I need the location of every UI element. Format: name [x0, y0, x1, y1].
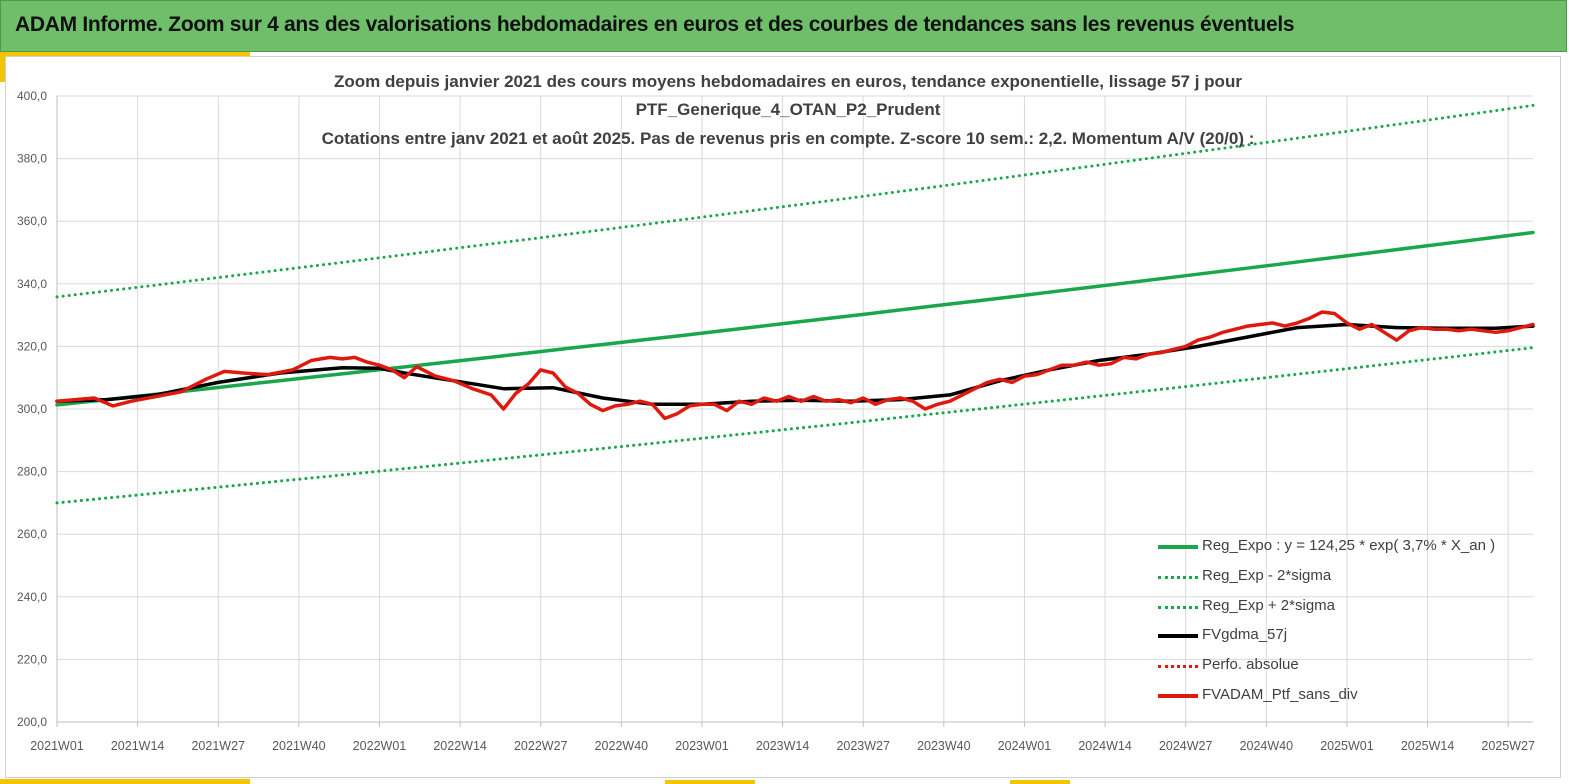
chart-title-line-2: PTF_Generique_4_OTAN_P2_Prudent: [635, 100, 941, 119]
y-tick-label: 400,0: [17, 89, 47, 103]
y-tick-label: 380,0: [17, 152, 47, 166]
report-title: ADAM Informe. Zoom sur 4 ans des valoris…: [15, 13, 1295, 36]
y-tick-label: 240,0: [17, 590, 47, 604]
x-tick-label: 2025W01: [1320, 739, 1374, 753]
chart-frame: [5, 56, 1561, 778]
x-tick-label: 2021W14: [111, 739, 165, 753]
x-tick-label: 2024W01: [998, 739, 1052, 753]
legend-label: Reg_Exp + 2*sigma: [1202, 597, 1335, 614]
accent-bar-bottom: [1010, 780, 1070, 784]
y-tick-label: 200,0: [17, 715, 47, 729]
y-tick-label: 320,0: [17, 339, 47, 353]
y-tick-label: 260,0: [17, 527, 47, 541]
legend-label: FVgdma_57j: [1202, 626, 1288, 643]
x-tick-label: 2025W27: [1481, 739, 1535, 753]
x-tick-label: 2023W14: [756, 739, 810, 753]
accent-bar-left: [0, 52, 5, 82]
chart-title-line-3: Cotations entre janv 2021 et août 2025. …: [321, 129, 1255, 148]
legend-swatch: [1158, 665, 1198, 668]
accent-bar-bottom: [0, 779, 250, 784]
x-tick-label: 2023W27: [836, 739, 890, 753]
x-tick-label: 2025W14: [1401, 739, 1455, 753]
legend-swatch: [1158, 545, 1198, 549]
legend-swatch: [1158, 606, 1198, 609]
series-fvadam-ptf-sans-div: [55, 310, 1535, 421]
x-tick-label: 2021W40: [272, 739, 326, 753]
x-tick-label: 2022W27: [514, 739, 568, 753]
legend-label: FVADAM_Ptf_sans_div: [1202, 686, 1358, 703]
legend-label: Reg_Exp - 2*sigma: [1202, 567, 1332, 584]
x-tick-label: 2021W27: [191, 739, 245, 753]
accent-bar-bottom: [665, 780, 755, 784]
y-tick-label: 280,0: [17, 465, 47, 479]
x-tick-label: 2022W14: [433, 739, 487, 753]
series-reg-expo: [55, 230, 1535, 407]
y-tick-label: 220,0: [17, 652, 47, 666]
accent-bar-top: [0, 52, 250, 56]
legend-label: Reg_Expo : y = 124,25 * exp( 3,7% * X_an…: [1202, 537, 1496, 554]
x-tick-label: 2024W27: [1159, 739, 1213, 753]
x-tick-label: 2021W01: [30, 739, 84, 753]
legend-swatch: [1158, 694, 1198, 698]
series-reg-exp-plus-2sigma: [55, 103, 1535, 299]
y-tick-label: 360,0: [17, 214, 47, 228]
x-tick-label: 2024W14: [1078, 739, 1132, 753]
series-fvgdma-57j: [55, 322, 1535, 407]
x-tick-label: 2022W40: [595, 739, 649, 753]
x-tick-label: 2023W01: [675, 739, 729, 753]
x-tick-label: 2024W40: [1240, 739, 1294, 753]
legend-label: Perfo. absolue: [1202, 656, 1299, 673]
x-tick-label: 2023W40: [917, 739, 971, 753]
report-header: ADAM Informe. Zoom sur 4 ans des valoris…: [0, 0, 1567, 52]
legend-swatch: [1158, 634, 1198, 638]
legend-swatch: [1158, 576, 1198, 579]
x-tick-label: 2022W01: [353, 739, 407, 753]
chart-title-line-1: Zoom depuis janvier 2021 des cours moyen…: [334, 72, 1242, 91]
y-tick-label: 300,0: [17, 402, 47, 416]
y-tick-label: 340,0: [17, 277, 47, 291]
